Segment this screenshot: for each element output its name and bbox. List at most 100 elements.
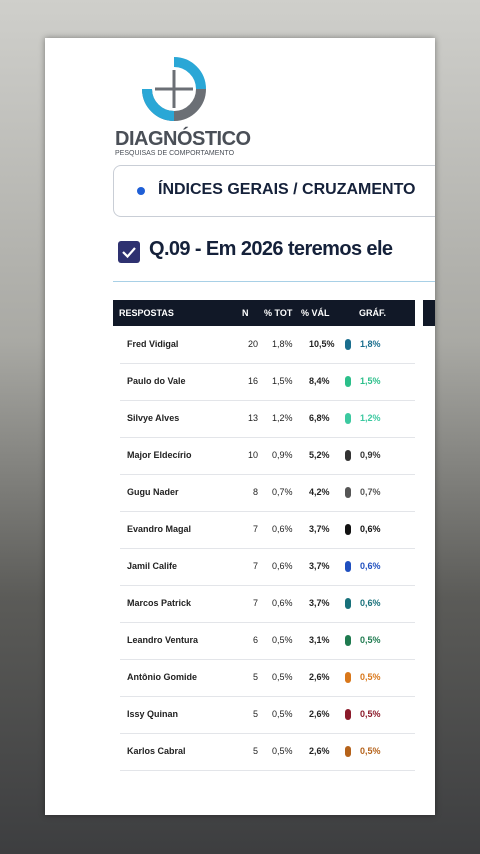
graph-label: 0,6% <box>360 561 381 571</box>
answer-name: Paulo do Vale <box>127 376 186 386</box>
answer-name: Fred Vidigal <box>127 339 179 349</box>
answer-name: Silvye Alves <box>127 413 180 423</box>
pct-valid: 3,1% <box>309 635 330 645</box>
pct-valid: 2,6% <box>309 746 330 756</box>
brand-name: DIAGNÓSTICO <box>115 128 251 150</box>
pct-total: 0,5% <box>272 635 293 645</box>
bar-dot <box>345 413 351 424</box>
count: 5 <box>252 746 258 756</box>
graph-label: 0,5% <box>360 635 381 645</box>
count: 7 <box>252 561 258 571</box>
pct-total: 0,5% <box>272 709 293 719</box>
bar-dot <box>345 487 351 498</box>
table-row: Major Eldecírio 10 0,9% 5,2% 0,9% <box>120 437 415 475</box>
count: 13 <box>247 413 258 423</box>
pct-valid: 6,8% <box>309 413 330 423</box>
table-row: Antônio Gomide 5 0,5% 2,6% 0,5% <box>120 659 415 697</box>
graph-label: 1,2% <box>360 413 381 423</box>
graph-label: 0,7% <box>360 487 381 497</box>
column-header: N <box>242 308 249 318</box>
pct-valid: 3,7% <box>309 598 330 608</box>
count: 16 <box>247 376 258 386</box>
pct-valid: 3,7% <box>309 524 330 534</box>
count: 5 <box>252 672 258 682</box>
pct-total: 0,9% <box>272 450 293 460</box>
table-row: Jamil Calife 7 0,6% 3,7% 0,6% <box>120 548 415 586</box>
answer-name: Issy Quinan <box>127 709 179 719</box>
graph-label: 0,5% <box>360 709 381 719</box>
section-box: ÍNDICES GERAIS / CRUZAMENTO <box>113 165 435 217</box>
graph-label: 0,9% <box>360 450 381 460</box>
answer-name: Marcos Patrick <box>127 598 192 608</box>
pct-total: 0,5% <box>272 672 293 682</box>
count: 5 <box>252 709 258 719</box>
pct-valid: 4,2% <box>309 487 330 497</box>
count: 8 <box>252 487 258 497</box>
bar-dot <box>345 339 351 350</box>
divider <box>113 281 435 282</box>
pct-total: 0,6% <box>272 561 293 571</box>
table-header: RESPOSTAS N % TOT % VÁL GRÁF. <box>113 300 415 326</box>
bar-dot <box>345 746 351 757</box>
bar-dot <box>345 450 351 461</box>
pct-valid: 3,7% <box>309 561 330 571</box>
pct-total: 0,5% <box>272 746 293 756</box>
logo-icon <box>142 57 206 121</box>
brand-tagline: PESQUISAS DE COMPORTAMENTO <box>115 150 235 157</box>
answer-name: Antônio Gomide <box>127 672 197 682</box>
table-row: Evandro Magal 7 0,6% 3,7% 0,6% <box>120 511 415 549</box>
column-header: % VÁL <box>301 308 330 318</box>
bar-dot <box>345 561 351 572</box>
bar-dot <box>345 376 351 387</box>
graph-label: 0,6% <box>360 524 381 534</box>
table-row: Fred Vidigal 20 1,8% 10,5% 1,8% <box>120 326 415 364</box>
answer-name: Jamil Calife <box>127 561 178 571</box>
count: 20 <box>247 339 258 349</box>
bar-dot <box>345 672 351 683</box>
count: 6 <box>252 635 258 645</box>
graph-label: 1,5% <box>360 376 381 386</box>
bar-dot <box>345 709 351 720</box>
table-row: Leandro Ventura 6 0,5% 3,1% 0,5% <box>120 622 415 660</box>
bar-dot <box>345 635 351 646</box>
count: 7 <box>252 598 258 608</box>
graph-label: 0,6% <box>360 598 381 608</box>
table-row: Issy Quinan 5 0,5% 2,6% 0,5% <box>120 696 415 734</box>
checkbox <box>118 241 140 263</box>
graph-label: 0,5% <box>360 746 381 756</box>
answer-name: Major Eldecírio <box>127 450 192 460</box>
bar-dot <box>345 598 351 609</box>
pct-total: 0,6% <box>272 598 293 608</box>
question: Q.09 - Em 2026 teremos ele <box>149 238 393 260</box>
count: 10 <box>247 450 258 460</box>
pct-total: 0,6% <box>272 524 293 534</box>
bullet <box>137 187 145 195</box>
table-row: Marcos Patrick 7 0,6% 3,7% 0,6% <box>120 585 415 623</box>
graph-label: 1,8% <box>360 339 381 349</box>
count: 7 <box>252 524 258 534</box>
document-page: DIAGNÓSTICO PESQUISAS DE COMPORTAMENTO Í… <box>45 38 435 815</box>
answer-name: Evandro Magal <box>127 524 192 534</box>
pct-valid: 2,6% <box>309 672 330 682</box>
column-header: % TOT <box>264 308 293 318</box>
table-row: Silvye Alves 13 1,2% 6,8% 1,2% <box>120 400 415 438</box>
pct-valid: 2,6% <box>309 709 330 719</box>
table-row: Karlos Cabral 5 0,5% 2,6% 0,5% <box>120 733 415 771</box>
pct-total: 1,2% <box>272 413 293 423</box>
column-header: RESPOSTAS <box>119 308 174 318</box>
answer-name: Karlos Cabral <box>127 746 186 756</box>
pct-valid: 10,5% <box>309 339 335 349</box>
section-title: ÍNDICES GERAIS / CRUZAMENTO <box>158 181 416 198</box>
pct-total: 0,7% <box>272 487 293 497</box>
pct-valid: 5,2% <box>309 450 330 460</box>
graph-label: 0,5% <box>360 672 381 682</box>
answer-name: Gugu Nader <box>127 487 179 497</box>
pct-total: 1,8% <box>272 339 293 349</box>
pct-total: 1,5% <box>272 376 293 386</box>
pct-valid: 8,4% <box>309 376 330 386</box>
column-header: GRÁF. <box>359 308 386 318</box>
bar-dot <box>345 524 351 535</box>
table-row: Gugu Nader 8 0,7% 4,2% 0,7% <box>120 474 415 512</box>
table-header <box>423 300 435 326</box>
